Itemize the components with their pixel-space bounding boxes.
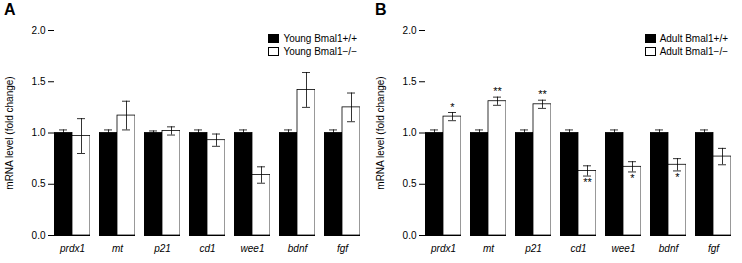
svg-text:2.0: 2.0: [32, 25, 46, 36]
svg-text:cd1: cd1: [570, 243, 586, 254]
svg-text:bdnf: bdnf: [659, 243, 680, 254]
svg-text:mRNA level (fold change): mRNA level (fold change): [375, 76, 386, 189]
svg-text:mt: mt: [483, 243, 495, 254]
svg-text:*: *: [450, 101, 455, 113]
svg-text:mRNA level (fold change): mRNA level (fold change): [4, 76, 15, 189]
svg-text:wee1: wee1: [241, 243, 265, 254]
html-text:B: B: [375, 1, 387, 18]
svg-text:**: **: [493, 85, 502, 97]
svg-text:fgf: fgf: [708, 243, 720, 254]
svg-text:p21: p21: [524, 243, 542, 254]
svg-text:0.0: 0.0: [403, 230, 417, 241]
svg-text:0.0: 0.0: [32, 230, 46, 241]
svg-text:**: **: [583, 176, 592, 188]
svg-text:cd1: cd1: [199, 243, 215, 254]
svg-text:1.0: 1.0: [32, 127, 46, 138]
svg-text:mt: mt: [112, 243, 124, 254]
svg-text:**: **: [538, 88, 547, 100]
svg-text:0.5: 0.5: [403, 178, 417, 189]
svg-text:*: *: [630, 172, 635, 184]
html-text:Adult Bmal1−/−: Adult Bmal1−/−: [659, 46, 728, 57]
svg-text:prdx1: prdx1: [430, 243, 456, 254]
svg-text:p21: p21: [153, 243, 171, 254]
svg-text:prdx1: prdx1: [59, 243, 85, 254]
svg-text:1.5: 1.5: [403, 76, 417, 87]
html-text:A: A: [4, 1, 16, 18]
svg-text:bdnf: bdnf: [288, 243, 309, 254]
html-text:Adult Bmal1+/+: Adult Bmal1+/+: [659, 33, 728, 44]
html-text:Young Bmal1+/+: Young Bmal1+/+: [283, 33, 357, 44]
svg-text:1.0: 1.0: [403, 127, 417, 138]
html-text:Young Bmal1−/−: Young Bmal1−/−: [283, 46, 357, 57]
svg-text:wee1: wee1: [612, 243, 636, 254]
svg-text:*: *: [675, 171, 680, 183]
svg-text:fgf: fgf: [337, 243, 349, 254]
svg-text:0.5: 0.5: [32, 178, 46, 189]
svg-text:1.5: 1.5: [32, 76, 46, 87]
svg-text:2.0: 2.0: [403, 25, 417, 36]
